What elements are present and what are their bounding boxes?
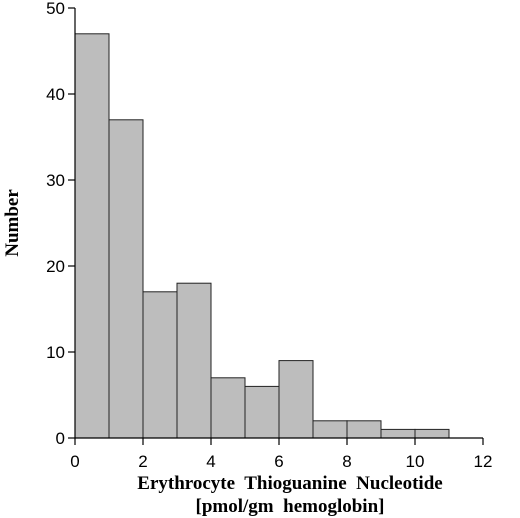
- y-tick-label-2: 20: [46, 257, 65, 276]
- y-tick-label-4: 40: [46, 85, 65, 104]
- ticks-group: 0 2 4 6 8 10 12 0 10 20 30 40 50: [46, 0, 492, 471]
- histogram-bar-10: [414, 428, 450, 439]
- histogram-bar-3: [176, 282, 212, 439]
- x-tick-label-0: 0: [70, 452, 79, 471]
- histogram-bar-2: [142, 291, 178, 439]
- x-tick-label-3: 6: [274, 452, 283, 471]
- histogram-bar-0: [74, 33, 110, 439]
- histogram-bar-6: [278, 360, 314, 439]
- histogram-bar-5: [244, 385, 280, 439]
- x-tick-label-6: 12: [474, 452, 493, 471]
- y-tick-label-0: 0: [56, 429, 65, 448]
- x-tick-label-2: 4: [206, 452, 215, 471]
- histogram-bar-9: [380, 428, 416, 439]
- histogram-bar-8: [346, 420, 382, 439]
- histogram-bar-7: [312, 420, 348, 439]
- histogram-bar-4: [210, 377, 246, 439]
- x-tick-label-1: 2: [138, 452, 147, 471]
- y-tick-label-5: 50: [46, 0, 65, 18]
- x-tick-label-4: 8: [342, 452, 351, 471]
- x-axis-title: Erythrocyte Thioguanine Nucleotide: [137, 473, 442, 494]
- y-tick-label-3: 30: [46, 171, 65, 190]
- y-tick-label-1: 10: [46, 343, 65, 362]
- bars-group: [74, 33, 450, 439]
- x-tick-label-5: 10: [406, 452, 425, 471]
- x-axis-units: [pmol/gm hemoglobin]: [196, 496, 385, 517]
- histogram-bar-1: [108, 119, 144, 439]
- y-axis-title: Number: [2, 189, 23, 257]
